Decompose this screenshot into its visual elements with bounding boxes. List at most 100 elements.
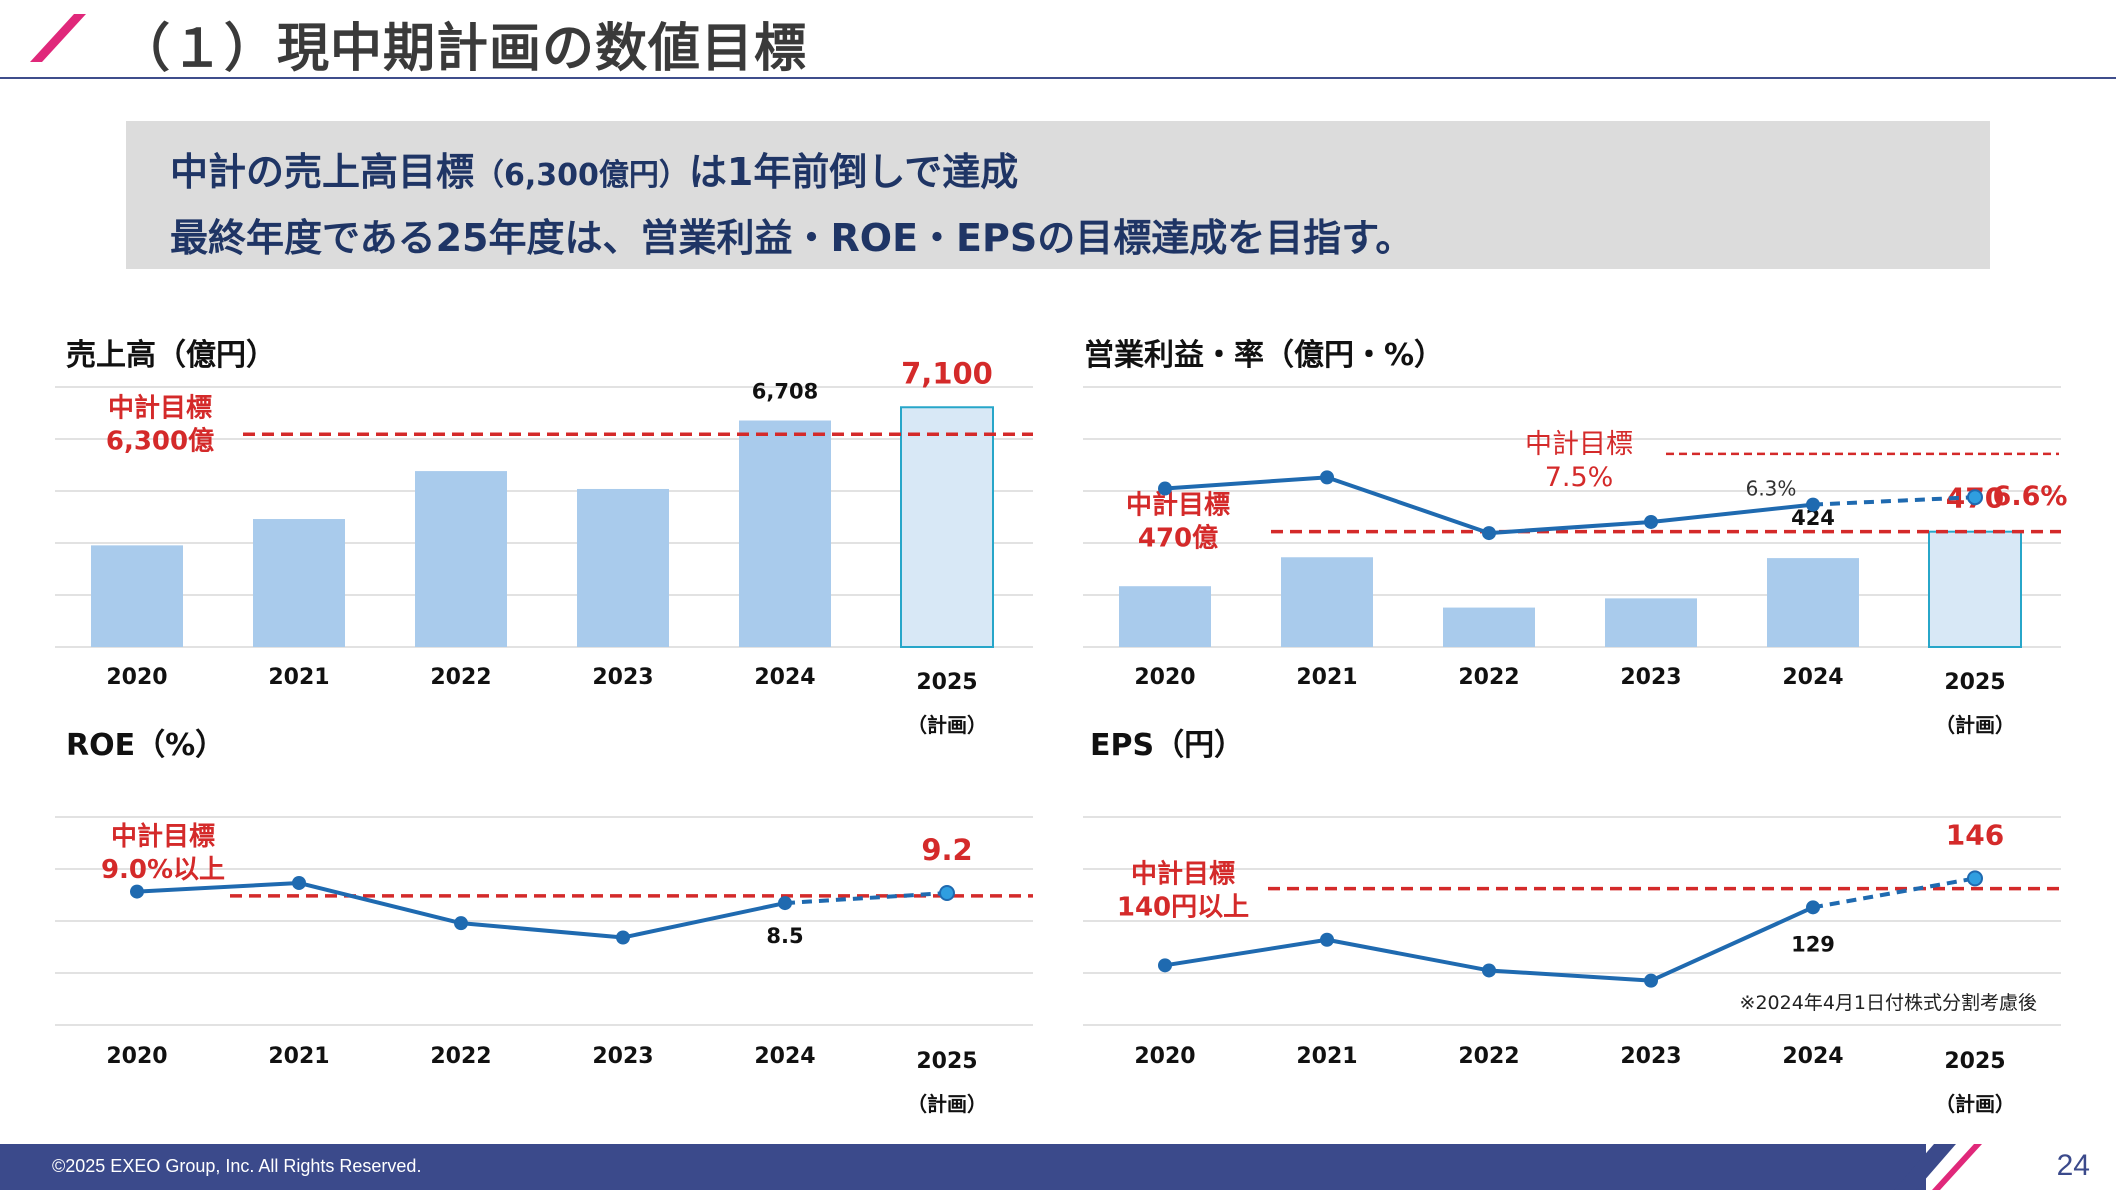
target-label: 中計目標 — [111, 821, 215, 852]
bar — [1767, 558, 1859, 647]
point — [1482, 526, 1496, 541]
bar — [415, 471, 507, 647]
x-tick-plan-label: （計画） — [907, 713, 987, 737]
footnote: ※2024年4月1日付株式分割考慮後 — [1740, 992, 2037, 1014]
bar — [577, 488, 669, 647]
data-label-plan: 7,100 — [901, 356, 993, 390]
summary-line-1-a: 中計の売上高目標 — [170, 150, 475, 194]
target-value-label: 470億 — [1138, 524, 1218, 554]
point — [454, 916, 468, 931]
bar — [739, 420, 831, 647]
x-tick-label: 2020 — [106, 1044, 167, 1069]
title-accent-slash — [30, 14, 86, 62]
summary-box: 中計の売上高目標（6,300億円）は1年前倒しで達成 最終年度である25年度は、… — [126, 121, 1990, 269]
footer-accent-slash — [1894, 1144, 1982, 1190]
footer-bar: ©2025 EXEO Group, Inc. All Rights Reserv… — [0, 1144, 1926, 1190]
x-tick-label: 2020 — [106, 665, 167, 690]
point — [1320, 932, 1334, 947]
bar-plan — [900, 406, 994, 649]
point — [1320, 470, 1334, 485]
data-label: 8.5 — [766, 924, 803, 948]
x-tick-label: 2022 — [1458, 1044, 1519, 1069]
x-tick-label: 2025 — [916, 1049, 977, 1074]
title-rule — [0, 77, 2116, 79]
x-tick-label: 2023 — [592, 1044, 653, 1069]
bar — [1443, 607, 1535, 647]
x-tick-label: 2022 — [1458, 665, 1519, 690]
point-plan — [1967, 489, 1983, 506]
rate-target-label: 中計目標 — [1525, 429, 1633, 460]
point — [130, 884, 144, 899]
x-tick-label: 2021 — [268, 665, 329, 690]
rate-target-value-label: 7.5% — [1545, 462, 1614, 493]
roe-chart-title: ROE（%） — [66, 728, 226, 763]
point — [1644, 973, 1658, 988]
sales-chart-title: 売上高（億円） — [66, 338, 276, 373]
bar — [1605, 598, 1697, 647]
point-plan — [939, 885, 955, 902]
target-label: 中計目標 — [1131, 859, 1235, 890]
x-tick-label: 2025 — [1944, 670, 2005, 695]
target-value-label: 6,300億 — [106, 426, 214, 456]
data-label: 6,708 — [752, 379, 818, 403]
bar — [1119, 586, 1211, 647]
rate-data-label-plan: 6.6% — [1993, 481, 2068, 512]
point — [778, 896, 792, 911]
point — [1158, 958, 1172, 973]
eps-chart-title: EPS（円） — [1090, 728, 1245, 763]
summary-line-1-c: は1年前倒しで達成 — [688, 150, 1019, 194]
x-tick-plan-label: （計画） — [1935, 713, 2015, 737]
series-line — [1164, 475, 1814, 536]
x-tick-label: 2025 — [916, 670, 977, 695]
x-tick-label: 2021 — [1296, 1044, 1357, 1069]
x-tick-label: 2022 — [430, 665, 491, 690]
bar-plan — [1928, 530, 2022, 648]
summary-line-2: 最終年度である25年度は、営業利益・ROE・EPSの目標達成を目指す。 — [170, 216, 1414, 260]
point — [1806, 497, 1820, 512]
page-number: 24 — [2056, 1149, 2090, 1182]
x-tick-label: 2023 — [1620, 1044, 1681, 1069]
target-label: 中計目標 — [108, 392, 212, 423]
data-label-plan: 146 — [1946, 818, 2004, 851]
x-tick-label: 2022 — [430, 1044, 491, 1069]
x-tick-label: 2024 — [754, 665, 815, 690]
x-tick-label: 2020 — [1134, 1044, 1195, 1069]
point — [1806, 900, 1820, 915]
data-label: 129 — [1791, 932, 1835, 956]
point — [616, 930, 630, 945]
point — [1644, 514, 1658, 529]
x-tick-label: 2023 — [1620, 665, 1681, 690]
data-label-plan: 9.2 — [921, 833, 972, 867]
series-line-plan — [1812, 876, 1976, 910]
target-value-label: 9.0%以上 — [101, 855, 225, 885]
x-tick-label: 2020 — [1134, 665, 1195, 690]
x-tick-plan-label: （計画） — [907, 1092, 987, 1116]
point — [1482, 963, 1496, 978]
point — [1158, 481, 1172, 496]
rate-data-label: 6.3% — [1746, 477, 1797, 501]
bar — [1281, 557, 1373, 647]
x-tick-plan-label: （計画） — [1935, 1092, 2015, 1116]
target-value-label: 140円以上 — [1117, 893, 1249, 923]
summary-line-1: 中計の売上高目標（6,300億円）は1年前倒しで達成 — [170, 141, 1018, 196]
bar — [253, 519, 345, 647]
x-tick-label: 2024 — [1782, 665, 1843, 690]
page-title: （１）現中期計画の数値目標 — [118, 19, 808, 79]
x-tick-label: 2023 — [592, 665, 653, 690]
point-plan — [1967, 870, 1983, 887]
x-tick-label: 2021 — [268, 1044, 329, 1069]
point — [292, 875, 306, 890]
x-tick-label: 2021 — [1296, 665, 1357, 690]
copyright-text: ©2025 EXEO Group, Inc. All Rights Reserv… — [52, 1156, 422, 1176]
x-tick-label: 2025 — [1944, 1049, 2005, 1074]
bar — [91, 545, 183, 647]
x-tick-label: 2024 — [754, 1044, 815, 1069]
summary-line-1-b: （6,300億円） — [474, 158, 689, 193]
target-label: 中計目標 — [1126, 490, 1230, 521]
op-chart: 中計目標470億424470中計目標7.5%6.3%6.6%2020202120… — [1083, 386, 2067, 737]
x-tick-label: 2024 — [1782, 1044, 1843, 1069]
op-chart-title: 営業利益・率（億円・%） — [1084, 338, 1445, 373]
